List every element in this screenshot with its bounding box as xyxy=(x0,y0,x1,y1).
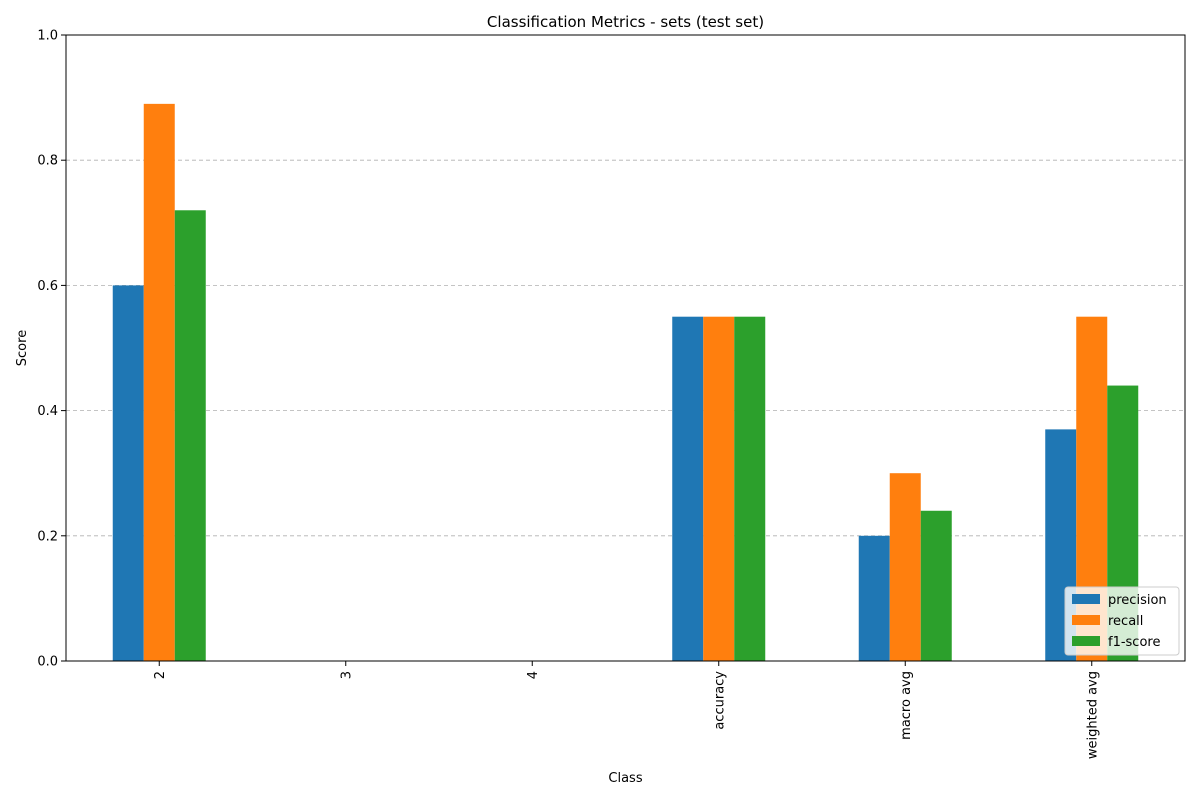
legend-label-precision: precision xyxy=(1108,593,1167,608)
y-tick-label: 0.2 xyxy=(37,529,58,544)
legend-swatch-precision xyxy=(1072,594,1100,604)
legend-swatch-recall xyxy=(1072,615,1100,625)
plot-frame xyxy=(65,34,1186,662)
x-tick-label: 3 xyxy=(339,671,354,679)
legend-label-recall: recall xyxy=(1108,614,1143,629)
y-tick-label: 0.8 xyxy=(37,154,58,169)
bar-precision-2 xyxy=(112,285,144,661)
grid-layer xyxy=(66,159,1185,537)
x-tick-label: accuracy xyxy=(712,671,727,730)
y-tick-label: 1.0 xyxy=(37,29,58,44)
bar-f1-score-2 xyxy=(174,210,206,661)
x-axis-title: Class xyxy=(608,771,642,786)
chart-title: Classification Metrics - sets (test set) xyxy=(487,13,764,31)
x-axis: 2 3 4 accuracy macro avg weighted avg xyxy=(153,661,1100,759)
x-tick-label: macro avg xyxy=(899,671,914,740)
y-tick-label: 0.4 xyxy=(37,404,58,419)
x-tick-label: weighted avg xyxy=(1085,671,1100,759)
y-tick-label: 0.0 xyxy=(37,655,58,670)
bar-precision-macro-avg xyxy=(858,535,890,661)
bars-layer xyxy=(112,103,1139,662)
y-axis-title: Score xyxy=(15,330,30,366)
bar-recall-2 xyxy=(143,103,175,662)
bar-f1-score-accuracy xyxy=(734,316,766,661)
x-tick-label: 4 xyxy=(526,671,541,679)
bar-precision-accuracy xyxy=(672,316,704,661)
y-tick-label: 0.6 xyxy=(37,279,58,294)
x-tick-label: 2 xyxy=(153,671,168,679)
bar-f1-score-macro-avg xyxy=(920,510,952,661)
legend: precision recall f1-score xyxy=(1064,586,1180,656)
legend-label-f1-score: f1-score xyxy=(1108,635,1160,650)
y-axis: 0.0 0.2 0.4 0.6 0.8 1.0 xyxy=(37,29,66,670)
legend-swatch-f1-score xyxy=(1072,636,1100,646)
bar-recall-accuracy xyxy=(703,316,735,661)
bar-recall-macro-avg xyxy=(889,473,921,661)
